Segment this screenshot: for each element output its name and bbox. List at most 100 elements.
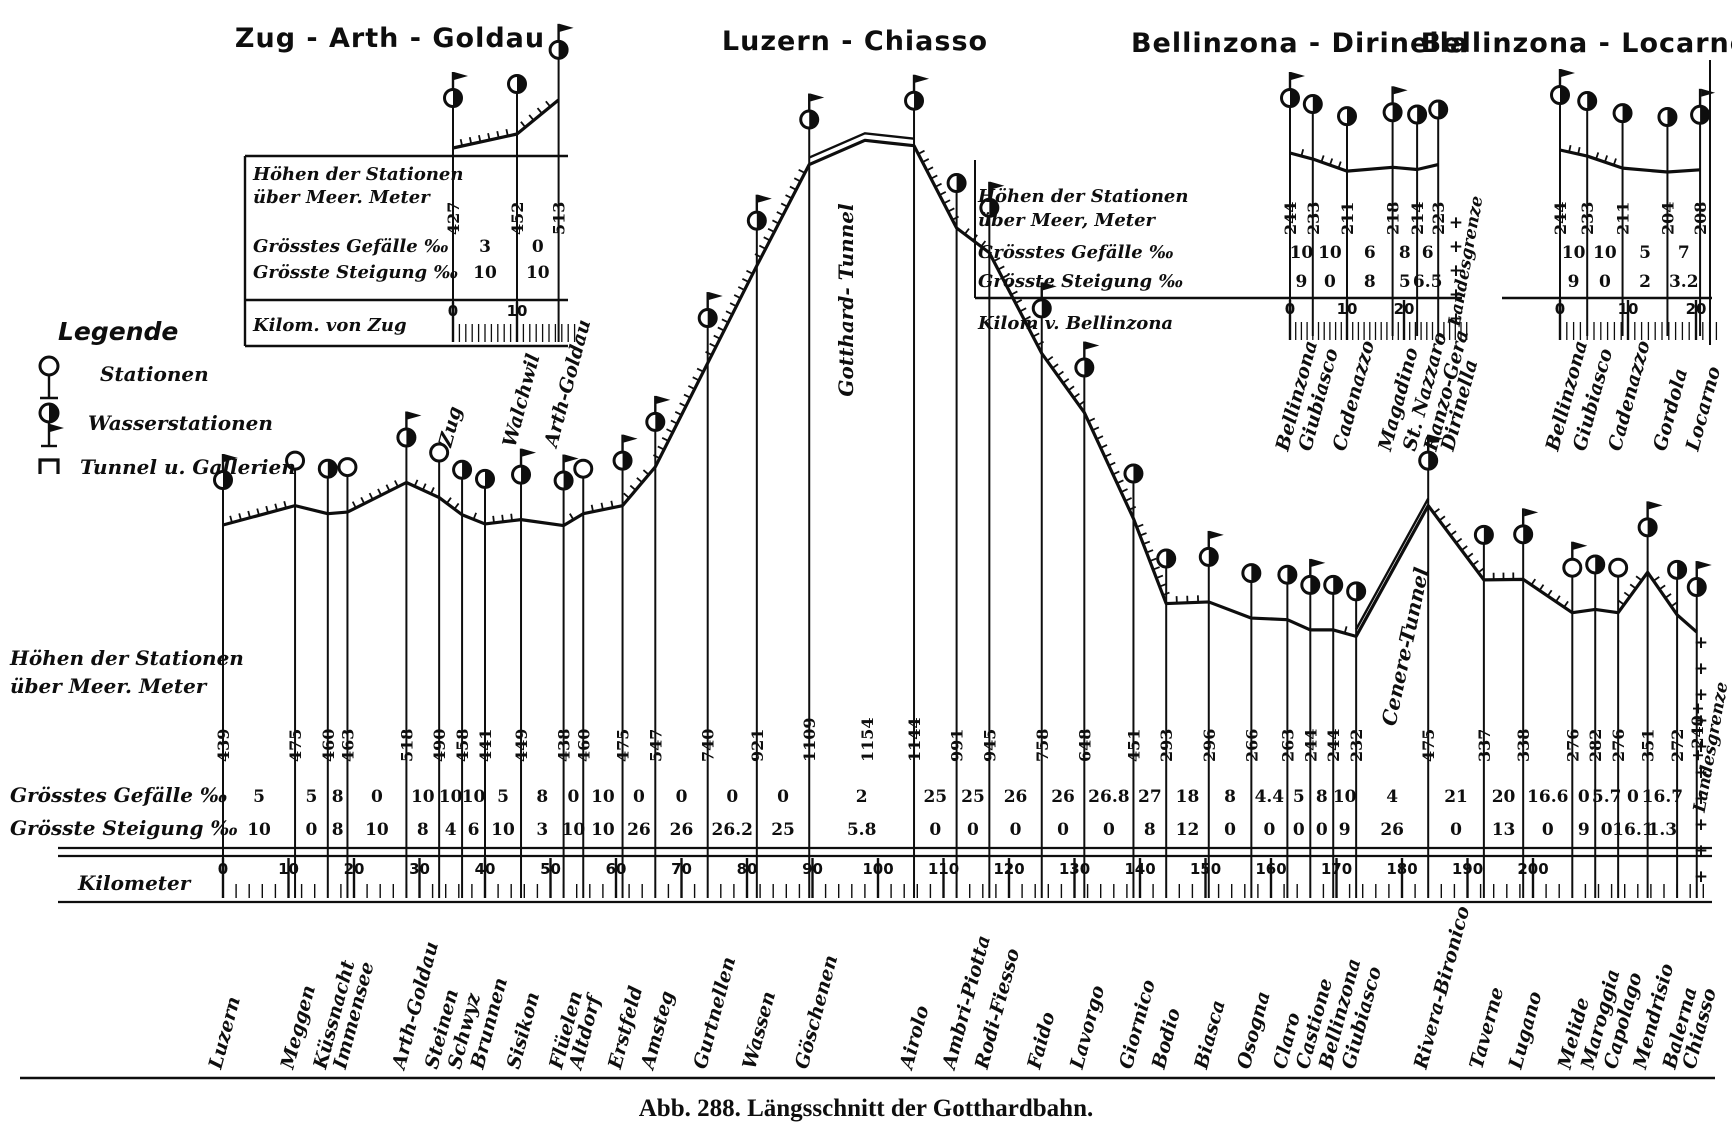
- water-fill: [558, 41, 568, 59]
- station-elevation-label: 276: [1609, 729, 1628, 762]
- panel-bellinzona-locarno: 1091005273.2244Bellinzona233Giubiasco211…: [1541, 69, 1725, 454]
- station-elevation-label: 244: [1281, 202, 1300, 235]
- max-descent-value: 16.7: [1642, 787, 1683, 807]
- km-tick-label: 70: [671, 860, 692, 878]
- km-ruler: 0 10 20: [1555, 300, 1718, 340]
- gradient-hatch-tick: [713, 334, 721, 340]
- gradient-hatch-tick: [705, 350, 713, 356]
- gradient-hatch-tick: [972, 234, 978, 241]
- station-elevation-label: 232: [1347, 729, 1366, 762]
- station-flag-icon: [656, 395, 671, 404]
- station-name-label: Lavorgo: [1066, 983, 1110, 1072]
- panel-luzern-chiasso: 5105088010108104106510830101010026026026…: [204, 74, 1721, 1073]
- main-heights-label-2: über Meer. Meter: [10, 674, 208, 698]
- max-descent-value: 26: [1051, 787, 1075, 807]
- km-tick-label: 110: [928, 860, 959, 878]
- water-fill: [1700, 106, 1709, 124]
- frame-lines: [20, 60, 1715, 1080]
- gradient-hatch-tick: [1146, 549, 1154, 554]
- water-station-icon-fill: [49, 404, 58, 422]
- station-name-label: Taverne: [1465, 985, 1508, 1072]
- max-ascent-value: 6.5: [1413, 272, 1443, 292]
- water-fill: [809, 111, 818, 129]
- station-elevation-label: 475: [286, 729, 305, 762]
- tunnel-double-line: [808, 132, 915, 159]
- station-flag-icon: [810, 93, 825, 102]
- station-elevation-label: 276: [1563, 729, 1582, 762]
- gradient-hatch-tick: [934, 182, 942, 188]
- gradient-hatch-tick: [1002, 273, 1010, 279]
- gradient-hatch-tick: [746, 269, 754, 275]
- main-max-ascent-label: Grösste Steigung ‰: [10, 816, 238, 840]
- max-descent-value: 10: [1593, 243, 1617, 263]
- max-ascent-value: 8: [417, 820, 429, 840]
- max-descent-value: 26.8: [1088, 787, 1129, 807]
- gradient-hatch-tick: [1088, 417, 1096, 423]
- gradient-hatch-tick: [1162, 591, 1170, 596]
- station-marker: [573, 458, 594, 479]
- gradient-hatch-tick: [1444, 522, 1452, 529]
- gradient-hatch-tick: [1051, 363, 1059, 369]
- max-descent-value: 7: [1678, 243, 1690, 263]
- dirinella-heights-label-1: Höhen der Stationen: [977, 186, 1188, 207]
- station-flag-icon: [757, 194, 772, 203]
- max-ascent-value: 6: [468, 820, 480, 840]
- max-descent-value: 5.7: [1592, 787, 1622, 807]
- border-cross: +: [1449, 213, 1463, 233]
- max-descent-value: 2: [856, 787, 868, 807]
- max-ascent-value: 1.3: [1648, 820, 1678, 840]
- gradient-hatch-tick: [496, 130, 500, 139]
- gradient-hatch-tick: [729, 302, 737, 308]
- station-flag-icon: [1573, 541, 1588, 550]
- station-elevation-label: 921: [748, 729, 767, 762]
- station-name-label: Göschenen: [791, 953, 842, 1072]
- gradient-hatch-tick: [1595, 152, 1600, 160]
- station-elevation-label: 991: [948, 729, 967, 762]
- water-fill: [1428, 452, 1437, 470]
- border-cross: +: [1694, 841, 1708, 861]
- main-distance-label: Kilometer: [77, 871, 192, 895]
- station-elevation-label: 475: [614, 729, 633, 762]
- station-elevation-label: 449: [512, 729, 531, 762]
- km-tick-label: 80: [737, 860, 758, 878]
- max-ascent-value: 3: [536, 820, 548, 840]
- station-elevation-label: 513: [550, 202, 569, 235]
- station-elevation-label: +240+: [1688, 702, 1707, 762]
- max-ascent-value: 0: [1103, 820, 1115, 840]
- station-elevation-label: 266: [1242, 729, 1261, 762]
- station-flag-icon: [990, 181, 1005, 190]
- max-descent-value: 3: [479, 237, 491, 257]
- main-heights-label-1: Höhen der Stationen: [9, 646, 244, 670]
- gradient-hatch-tick: [368, 492, 374, 500]
- gradient-hatch-tick: [1067, 385, 1075, 392]
- km-tick-label: 90: [802, 860, 823, 878]
- station-flag-icon: [522, 448, 537, 457]
- gradient-hatch-tick: [951, 215, 959, 221]
- station-name-label: Faido: [1023, 1009, 1060, 1072]
- max-descent-value: 27: [1138, 787, 1162, 807]
- gradient-hatch-tick: [1472, 560, 1479, 566]
- water-fill: [1622, 104, 1632, 122]
- gradient-hatch-tick: [1010, 290, 1018, 296]
- km-tick-label: 120: [993, 860, 1024, 878]
- water-fill: [1041, 299, 1051, 317]
- gradient-hatch-tick: [679, 402, 687, 408]
- water-fill: [406, 428, 415, 446]
- gradient-hatch-tick: [1337, 161, 1342, 169]
- water-fill: [521, 466, 530, 484]
- gradient-hatch-tick: [1156, 574, 1164, 579]
- gradient-hatch-tick: [1438, 515, 1446, 522]
- gradient-hatch-tick: [1062, 378, 1070, 384]
- station-flag-icon: [1085, 341, 1100, 350]
- gradient-hatch-tick: [1057, 370, 1064, 377]
- gradient-hatch-tick: [229, 515, 233, 523]
- gradient-hatch-tick: [780, 202, 788, 208]
- station-flag-icon: [1393, 86, 1408, 95]
- legend: Legende Stationen Wasserstationen Tunnel…: [58, 317, 296, 479]
- max-ascent-value: 10: [526, 263, 550, 283]
- water-fill: [1166, 550, 1175, 568]
- gradient-hatch-tick: [670, 419, 678, 425]
- dirinella-panel-row-labels: Höhen der Stationen über Meer, Meter Grö…: [977, 186, 1188, 334]
- max-descent-value: 5: [306, 787, 318, 807]
- water-fill: [452, 89, 462, 107]
